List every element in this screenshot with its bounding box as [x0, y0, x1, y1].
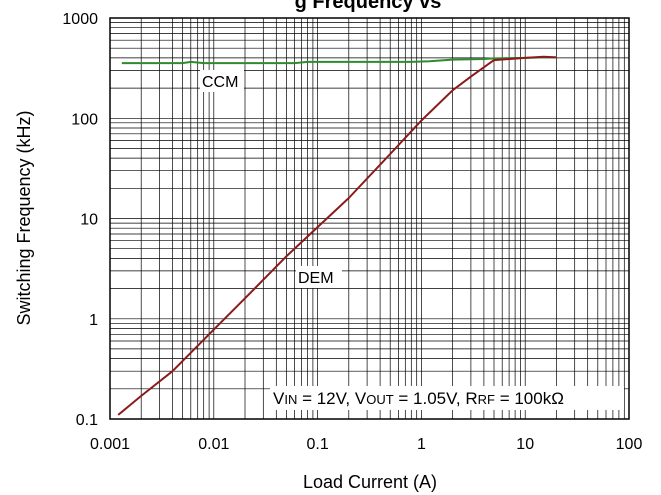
- dem-label: DEM: [298, 270, 334, 287]
- tick-labels: 0.001 0.01 0.1 1 10 100 0.1 1 10 100 1000: [62, 11, 642, 453]
- ccm-label-box: [200, 70, 244, 92]
- x-tick-label: 100: [616, 436, 643, 453]
- y-axis-label: Switching Frequency (kHz): [14, 110, 34, 325]
- y-tick-label: 1: [89, 312, 98, 329]
- conditions-label: VIN = 12V, VOUT = 1.05V, RRF = 100kΩ: [273, 389, 564, 408]
- x-tick-label: 0.1: [306, 436, 328, 453]
- plot-frame: [109, 17, 630, 420]
- series-layer: [117, 55, 557, 416]
- series-line-dem: [117, 55, 557, 416]
- x-tick-label: 10: [516, 436, 534, 453]
- conditions-box: [270, 386, 624, 410]
- x-tick-label: 1: [417, 436, 426, 453]
- y-tick-label: 0.1: [76, 412, 98, 429]
- ccm-label: CCM: [202, 74, 238, 91]
- x-tick-label: 0.01: [198, 436, 229, 453]
- chart-title: g Frequency vs: [295, 0, 442, 13]
- y-tick-label: 10: [80, 212, 98, 229]
- y-tick-label: 100: [71, 111, 98, 128]
- x-tick-label: 0.001: [90, 436, 130, 453]
- x-axis-label: Load Current (A): [303, 472, 437, 492]
- grid: [109, 18, 629, 420]
- dem-label-box: [296, 266, 342, 288]
- y-tick-label: 1000: [62, 11, 98, 28]
